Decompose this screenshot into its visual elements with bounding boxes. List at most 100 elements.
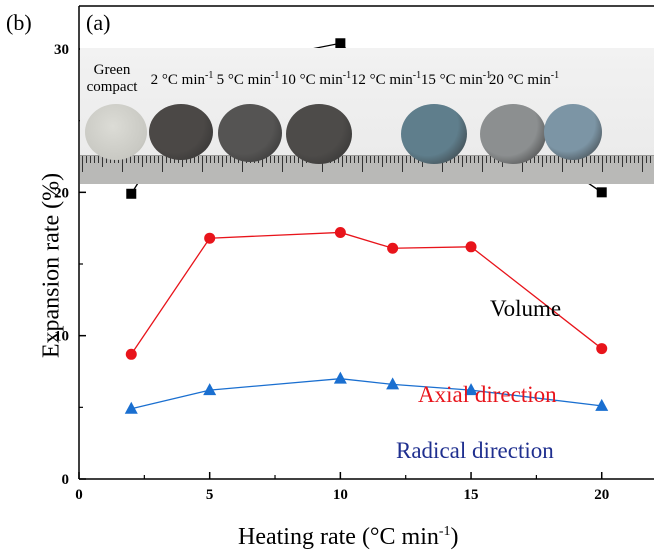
ruler-tick xyxy=(442,156,443,172)
sample-label-sup: -1 xyxy=(412,70,422,81)
sample-label: 2 °C min-1 xyxy=(151,70,214,89)
ruler-tick xyxy=(474,156,475,163)
ruler-tick xyxy=(642,156,643,172)
ruler-tick xyxy=(262,156,263,167)
data-point-radical xyxy=(386,377,400,390)
ruler-tick xyxy=(386,156,387,163)
ruler-tick xyxy=(154,156,155,163)
ruler-tick xyxy=(350,156,351,163)
ruler-tick xyxy=(410,156,411,163)
ruler-tick xyxy=(134,156,135,163)
sample-label-text: 2 °C min xyxy=(150,72,205,88)
sample-label: 10 °C min-1 xyxy=(281,70,351,89)
ruler-tick xyxy=(578,156,579,163)
sample-disc xyxy=(218,104,282,162)
sample-label-sup: -1 xyxy=(271,70,280,81)
y-tick-label: 30 xyxy=(54,42,69,58)
ruler-tick xyxy=(454,156,455,163)
sample-label: 20 °C min-1 xyxy=(489,70,559,89)
ruler-tick xyxy=(374,156,375,163)
ruler-tick xyxy=(226,156,227,163)
x-tick-label: 20 xyxy=(594,487,609,503)
ruler-tick xyxy=(270,156,271,163)
ruler-tick xyxy=(346,156,347,163)
ruler-tick xyxy=(634,156,635,163)
data-point-axial xyxy=(596,343,608,355)
ruler-tick xyxy=(402,156,403,172)
ruler-tick xyxy=(202,156,203,172)
ruler-tick xyxy=(162,156,163,172)
sample-label-sup: -1 xyxy=(482,70,492,81)
x-tick-label: 5 xyxy=(206,487,214,503)
ruler-tick xyxy=(550,156,551,163)
ruler-tick xyxy=(394,156,395,163)
sample-label-text: 5 °C min xyxy=(216,72,271,88)
ruler-tick xyxy=(494,156,495,163)
data-point-volume xyxy=(126,188,137,199)
sample-photo: Green compact 2 °C min-1 5 °C min-1 10 °C mi… xyxy=(80,48,654,184)
sample-label-text: 12 °C min xyxy=(350,72,413,88)
data-point-axial xyxy=(125,348,137,360)
ruler-tick xyxy=(130,156,131,163)
ruler-tick xyxy=(370,156,371,163)
ruler-tick xyxy=(382,156,383,167)
ruler-tick xyxy=(138,156,139,163)
x-tick-label: 0 xyxy=(75,487,83,503)
ruler-tick xyxy=(158,156,159,163)
sample-disc xyxy=(544,104,602,160)
ruler-tick xyxy=(522,156,523,172)
ruler-tick xyxy=(214,156,215,163)
data-point-axial xyxy=(334,226,346,238)
ruler-tick xyxy=(458,156,459,163)
series-line-radical-direction xyxy=(131,378,602,410)
ruler-tick xyxy=(354,156,355,163)
ruler-tick xyxy=(294,156,295,163)
ruler-tick xyxy=(194,156,195,163)
ruler-tick xyxy=(230,156,231,163)
x-axis-title: Heating rate (°C min-1) xyxy=(238,524,459,550)
ruler-tick xyxy=(466,156,467,163)
ruler-tick xyxy=(190,156,191,163)
sample-disc xyxy=(149,104,213,160)
ruler-tick xyxy=(542,156,543,167)
sample-label: Green compact xyxy=(87,62,138,97)
data-point-volume xyxy=(596,187,607,198)
ruler-tick xyxy=(282,156,283,172)
ruler-tick xyxy=(646,156,647,163)
x-tick-label: 15 xyxy=(464,487,479,503)
ruler-tick xyxy=(610,156,611,163)
ruler-tick xyxy=(590,156,591,163)
ruler-tick xyxy=(298,156,299,163)
sample-label-text: 15 °C min xyxy=(420,72,483,88)
sample-label-line: Green xyxy=(93,62,131,78)
data-point-radical xyxy=(203,383,217,396)
ruler-tick xyxy=(82,156,83,172)
data-point-axial xyxy=(204,232,216,244)
ruler-tick xyxy=(390,156,391,163)
sample-disc xyxy=(85,104,147,160)
data-point-radical xyxy=(124,401,138,414)
ruler-tick xyxy=(198,156,199,163)
sample-label-text: 20 °C min xyxy=(488,72,551,88)
ruler-tick xyxy=(598,156,599,163)
y-tick-label: 0 xyxy=(62,472,70,488)
ruler-tick xyxy=(94,156,95,163)
ruler-tick xyxy=(362,156,363,172)
ruler-tick xyxy=(622,156,623,167)
ruler-tick xyxy=(182,156,183,167)
ruler-tick xyxy=(534,156,535,163)
ruler-tick xyxy=(650,156,651,163)
ruler-tick xyxy=(242,156,243,172)
ruler-tick xyxy=(614,156,615,163)
ruler-tick xyxy=(490,156,491,163)
sample-label-sup: -1 xyxy=(205,70,214,81)
ruler-tick xyxy=(278,156,279,163)
data-point-volume xyxy=(335,38,346,49)
ruler-tick xyxy=(90,156,91,163)
sample-disc xyxy=(401,104,467,164)
ruler-tick xyxy=(618,156,619,163)
ruler-tick xyxy=(482,156,483,172)
ruler-tick xyxy=(538,156,539,163)
y-tick-label: 10 xyxy=(54,329,69,345)
